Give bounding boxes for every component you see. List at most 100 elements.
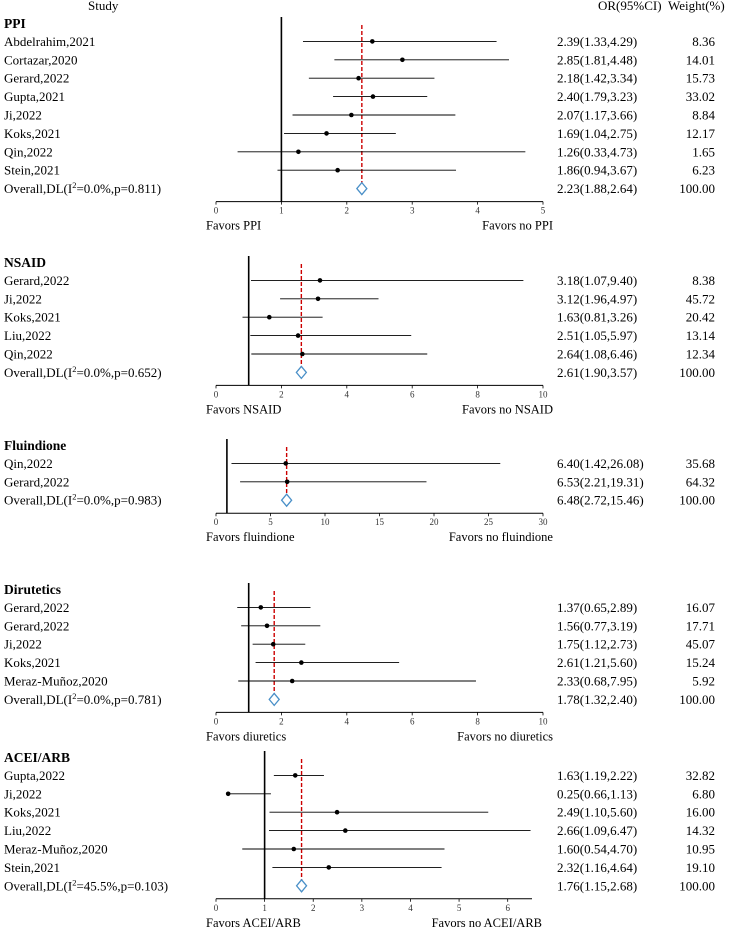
weight-value: 8.38 xyxy=(692,273,715,288)
x-tick-label: 20 xyxy=(430,517,440,527)
overall-label-superscript: 2 xyxy=(72,492,76,502)
x-tick-label: 0 xyxy=(214,517,219,527)
favors-left-label: Favors fluindione xyxy=(206,530,295,544)
favors-right-label: Favors no diuretics xyxy=(457,729,553,743)
x-tick-label: 6 xyxy=(505,903,510,913)
point-estimate xyxy=(264,623,270,629)
weight-value: 8.36 xyxy=(692,34,715,49)
overall-weight-value: 100.00 xyxy=(679,493,715,508)
point-estimate xyxy=(300,351,305,357)
point-estimate xyxy=(343,828,348,833)
study-label: Koks,2021 xyxy=(4,655,61,670)
overall-weight-value: 100.00 xyxy=(679,365,715,380)
x-tick-label: 0 xyxy=(214,903,219,913)
x-tick-label: 0 xyxy=(214,716,219,726)
study-label: Koks,2021 xyxy=(4,310,61,325)
section-title: Fluindione xyxy=(4,438,66,453)
header-weight: Weight(%) xyxy=(668,0,725,13)
x-tick-label: 3 xyxy=(360,903,365,913)
study-label: Gerard,2022 xyxy=(4,273,69,288)
x-tick-label: 6 xyxy=(410,389,415,399)
or-ci-value: 2.51(1.05,5.97) xyxy=(557,328,637,343)
or-ci-value: 2.61(1.21,5.60) xyxy=(557,655,637,670)
weight-value: 17.71 xyxy=(686,618,715,633)
x-tick-label: 4 xyxy=(408,903,413,913)
study-label: Ji,2022 xyxy=(4,637,42,652)
overall-label: Overall,DL(I2=45.5%,p=0.103) xyxy=(4,877,168,893)
or-ci-value: 2.66(1.09,6.47) xyxy=(557,823,637,838)
overall-label-suffix: =0.0%,p=0.811) xyxy=(76,181,161,196)
or-ci-value: 2.49(1.10,5.60) xyxy=(557,805,637,820)
point-estimate xyxy=(258,605,264,610)
section-title: ACEI/ARB xyxy=(4,750,70,765)
point-estimate xyxy=(296,149,301,155)
overall-or-ci-value: 1.76(1.15,2.68) xyxy=(557,878,637,893)
weight-value: 1.65 xyxy=(692,144,715,159)
weight-value: 6.23 xyxy=(692,163,715,178)
x-tick-label: 1 xyxy=(262,903,267,913)
forest-panel-1: PPI Abdelrahim,2021 2.39(1.33,4.29) 8.36 Cor… xyxy=(4,16,716,233)
pooled-diamond xyxy=(295,878,308,893)
overall-label: Overall,DL(I2=0.0%,p=0.652) xyxy=(4,364,162,380)
overall-weight-value: 100.00 xyxy=(679,181,715,196)
study-label: Stein,2021 xyxy=(4,163,60,178)
or-ci-value: 2.18(1.42,3.34) xyxy=(557,71,637,86)
x-tick-label: 15 xyxy=(375,517,385,527)
or-ci-value: 1.56(0.77,3.19) xyxy=(557,618,637,633)
study-label: Koks,2021 xyxy=(4,805,61,820)
overall-or-ci-value: 6.48(2.72,15.46) xyxy=(557,493,644,508)
favors-right-label: Favors no ACEI/ARB xyxy=(432,916,542,928)
study-label: Ji,2022 xyxy=(4,108,42,123)
overall-label-suffix: =0.0%,p=0.781) xyxy=(76,692,161,707)
study-label: Liu,2022 xyxy=(4,328,51,343)
or-ci-value: 1.86(0.94,3.67) xyxy=(557,163,637,178)
study-label: Gerard,2022 xyxy=(4,474,69,489)
forest-panel-5: ACEI/ARB Gupta,2022 1.63(1.19,2.22) 32.82 Ji… xyxy=(4,750,715,928)
or-ci-value: 1.63(1.19,2.22) xyxy=(557,768,637,783)
favors-left-label: Favors PPI xyxy=(206,219,261,233)
x-tick-label: 8 xyxy=(475,716,480,726)
overall-or-ci-value: 1.78(1.32,2.40) xyxy=(557,692,637,707)
header-or: OR(95%CI) xyxy=(598,0,662,13)
weight-value: 19.10 xyxy=(686,860,715,875)
or-ci-value: 1.63(0.81,3.26) xyxy=(557,310,637,325)
overall-label-superscript: 2 xyxy=(72,691,76,701)
or-ci-value: 2.07(1.17,3.66) xyxy=(557,108,637,123)
x-tick-label: 5 xyxy=(541,206,546,216)
weight-value: 16.00 xyxy=(686,805,715,820)
study-label: Gupta,2021 xyxy=(4,89,65,104)
overall-label-prefix: Overall,DL(I xyxy=(4,692,72,707)
overall-label-prefix: Overall,DL(I xyxy=(4,493,72,508)
weight-value: 16.07 xyxy=(686,600,716,615)
point-estimate xyxy=(284,479,290,485)
x-tick-label: 5 xyxy=(268,517,273,527)
x-tick-label: 3 xyxy=(410,206,415,216)
point-estimate xyxy=(267,314,272,320)
or-ci-value: 1.75(1.12,2.73) xyxy=(557,637,637,652)
overall-label-prefix: Overall,DL(I xyxy=(4,878,72,893)
or-ci-value: 2.33(0.68,7.95) xyxy=(557,674,637,689)
overall-label-superscript: 2 xyxy=(72,877,76,887)
study-label: Ji,2022 xyxy=(4,786,42,801)
overall-label-superscript: 2 xyxy=(72,364,76,374)
x-tick-label: 4 xyxy=(345,389,350,399)
or-ci-value: 6.53(2.21,19.31) xyxy=(557,474,644,489)
x-tick-label: 10 xyxy=(539,389,549,399)
weight-value: 32.82 xyxy=(686,768,715,783)
or-ci-value: 1.60(0.54,4.70) xyxy=(557,842,637,857)
overall-label-prefix: Overall,DL(I xyxy=(4,365,72,380)
overall-or-ci-value: 2.61(1.90,3.57) xyxy=(557,365,637,380)
weight-value: 64.32 xyxy=(686,474,715,489)
overall-label-suffix: =45.5%,p=0.103) xyxy=(76,878,168,893)
or-ci-value: 3.12(1.96,4.97) xyxy=(557,291,637,306)
point-estimate xyxy=(334,809,340,815)
or-ci-value: 1.26(0.33,4.73) xyxy=(557,144,637,159)
favors-left-label: Favors diuretics xyxy=(206,729,286,743)
section-title: PPI xyxy=(4,16,26,31)
point-estimate xyxy=(335,167,340,173)
forest-panel-4: Dirutetics Gerard,2022 1.37(0.65,2.89) 16.0… xyxy=(4,582,716,743)
study-label: Meraz-Muñoz,2020 xyxy=(4,674,108,689)
study-label: Gerard,2022 xyxy=(4,618,69,633)
forest-panel-2: NSAID Gerard,2022 3.18(1.07,9.40) 8.38 Ji,20… xyxy=(4,255,716,416)
